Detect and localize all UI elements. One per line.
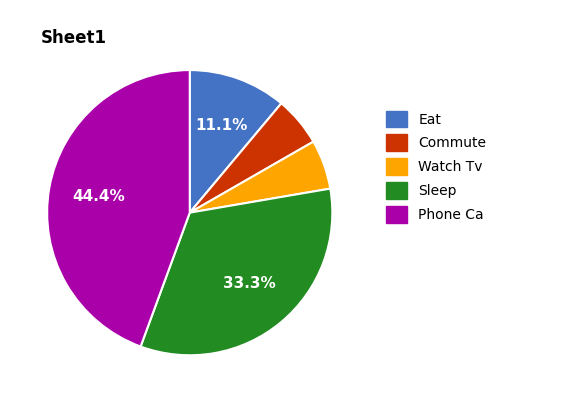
Wedge shape [141,188,332,355]
Wedge shape [190,103,313,213]
Text: 33.3%: 33.3% [223,276,275,291]
Text: 44.4%: 44.4% [72,189,125,204]
Text: Sheet1: Sheet1 [40,29,106,47]
Wedge shape [47,70,190,347]
Wedge shape [190,142,330,213]
Wedge shape [190,70,281,213]
Text: 11.1%: 11.1% [196,118,248,133]
Legend: Eat, Commute, Watch Tv, Sleep, Phone Ca: Eat, Commute, Watch Tv, Sleep, Phone Ca [381,105,492,229]
